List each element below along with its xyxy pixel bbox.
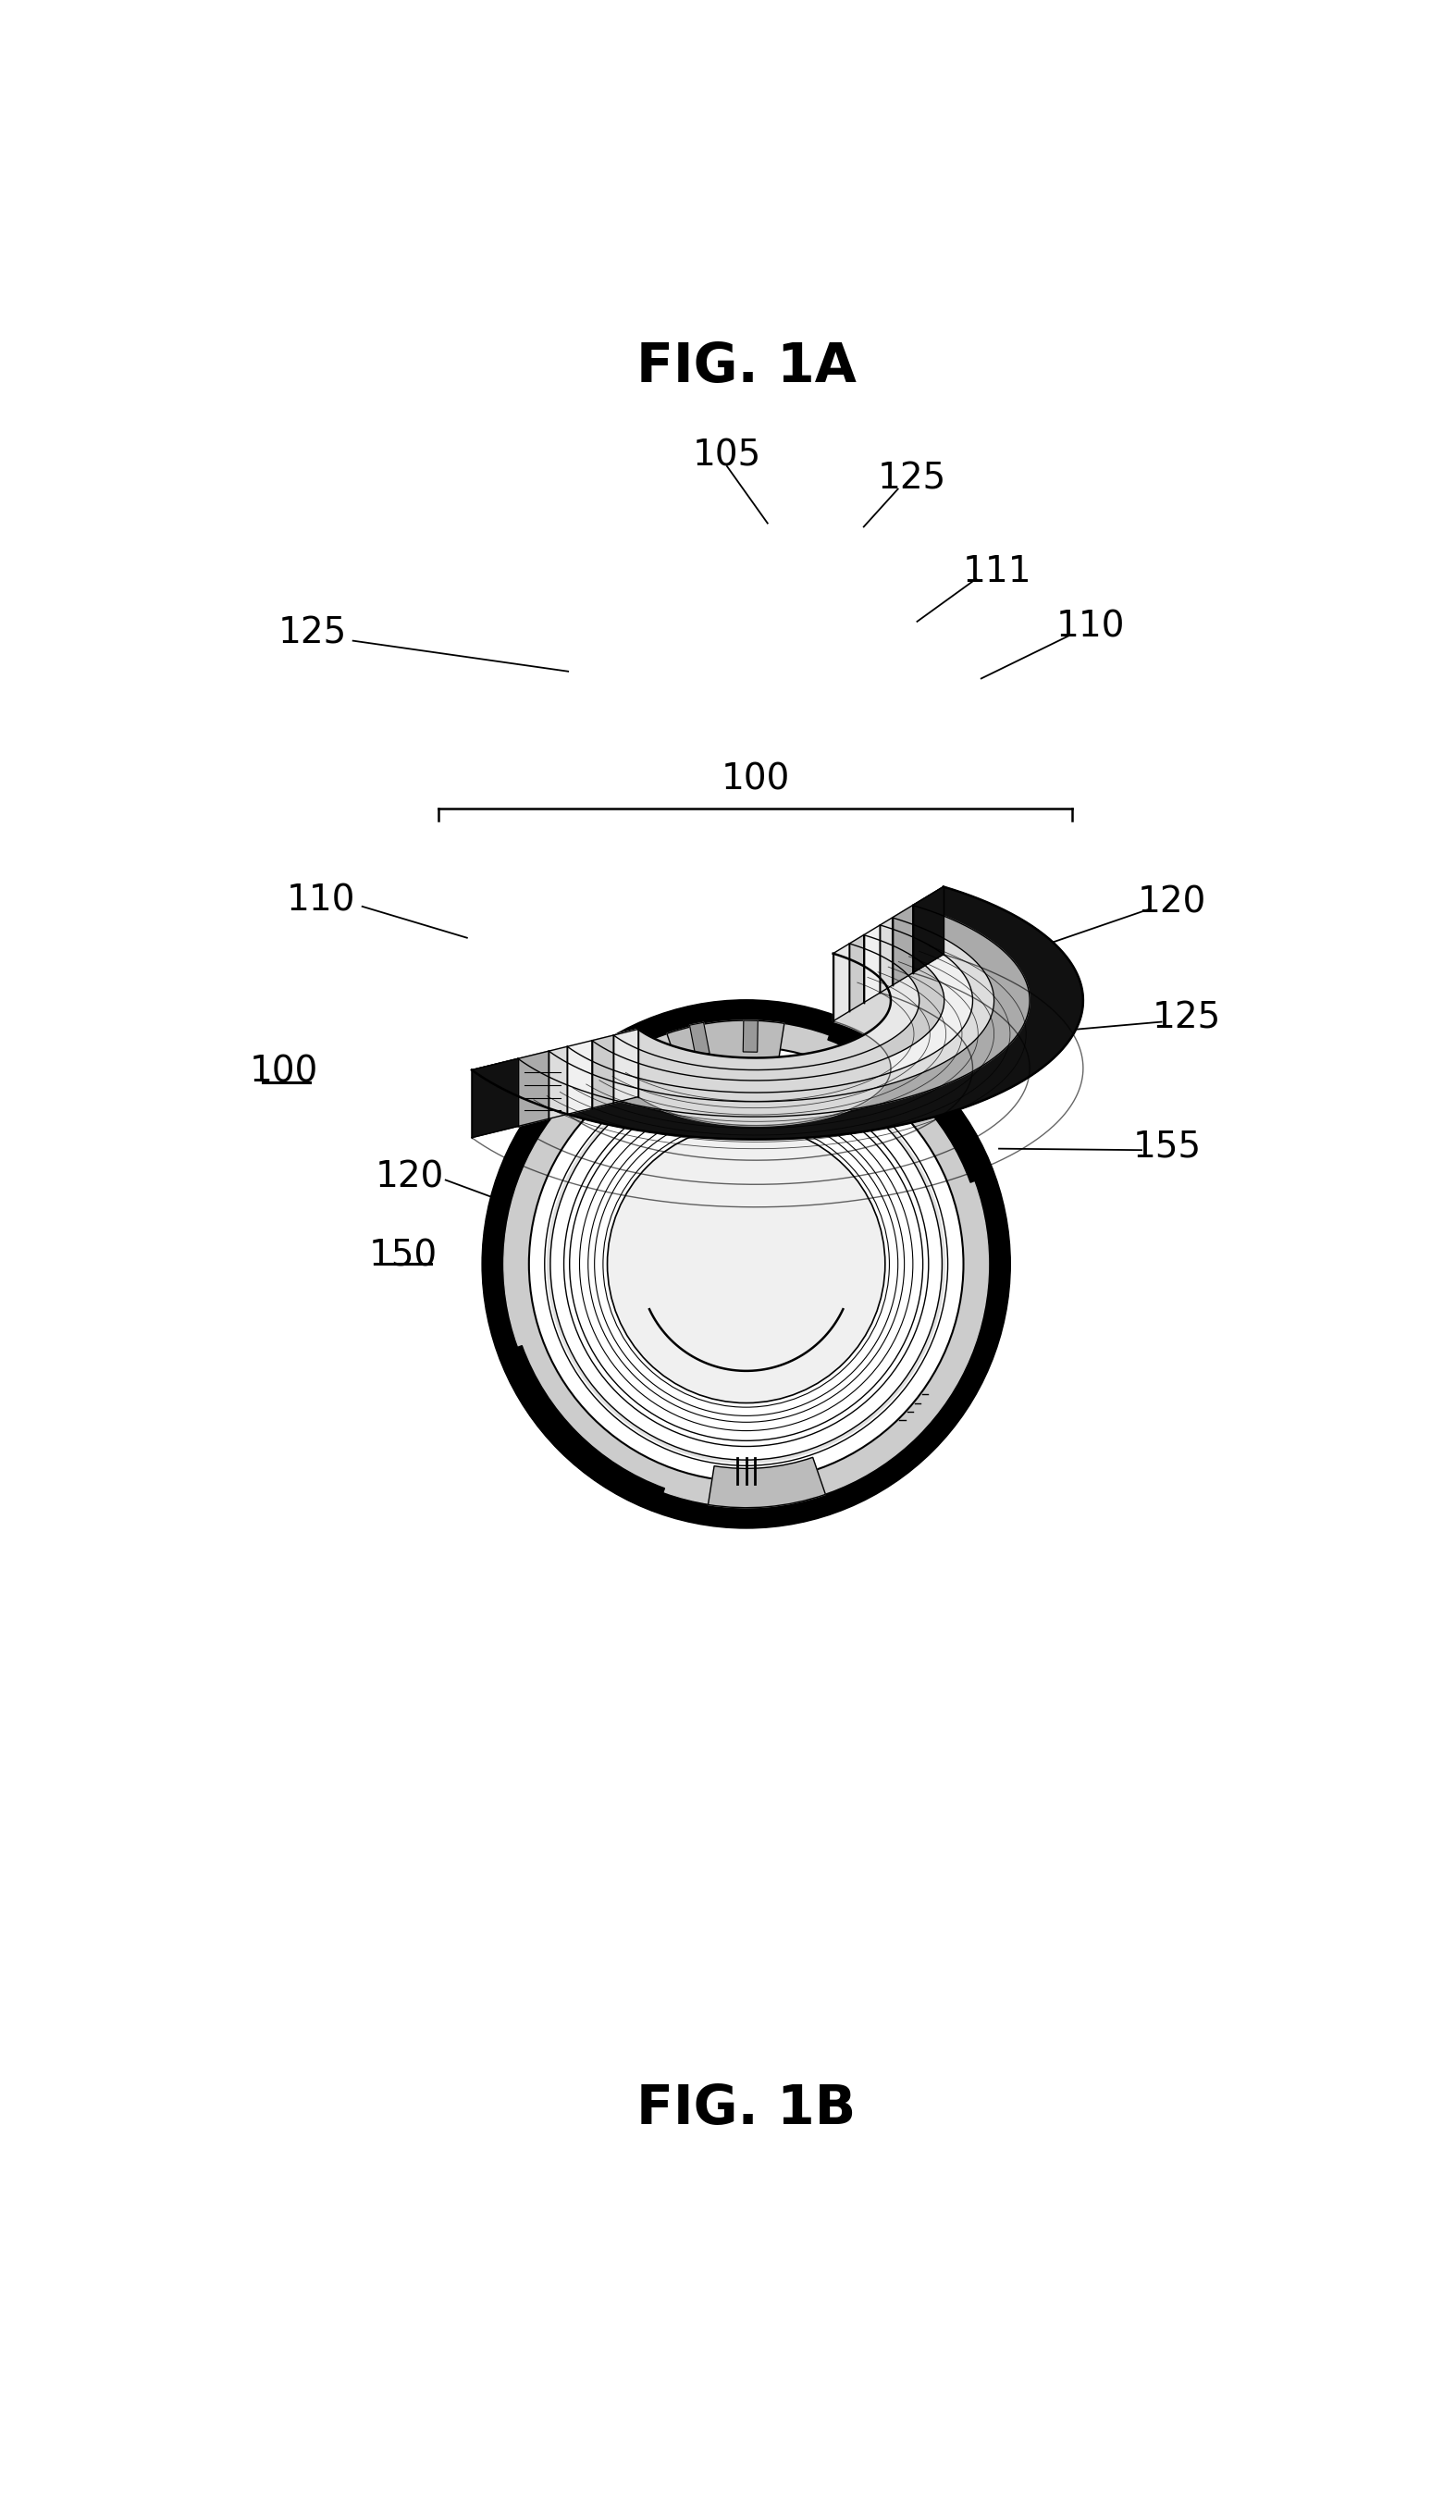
Polygon shape <box>518 1051 549 1126</box>
Text: 110: 110 <box>1056 610 1124 645</box>
Text: 114: 114 <box>1013 975 1082 1011</box>
Text: 125: 125 <box>278 615 347 650</box>
Polygon shape <box>913 887 943 973</box>
Polygon shape <box>593 1036 613 1109</box>
Polygon shape <box>613 1028 638 1104</box>
Circle shape <box>504 1021 989 1507</box>
Wedge shape <box>667 1021 785 1071</box>
Polygon shape <box>568 925 973 1094</box>
Polygon shape <box>879 917 893 993</box>
Text: 111: 111 <box>629 1058 697 1094</box>
Polygon shape <box>849 935 863 1011</box>
Wedge shape <box>498 1346 664 1512</box>
Text: FIG. 1A: FIG. 1A <box>636 340 856 393</box>
Text: 120: 120 <box>376 1159 444 1194</box>
Text: 100: 100 <box>721 761 789 796</box>
Polygon shape <box>472 1058 518 1137</box>
Bar <box>690 1023 709 1056</box>
Text: FIG. 1B: FIG. 1B <box>636 2082 856 2134</box>
Circle shape <box>607 1124 885 1404</box>
Circle shape <box>529 1046 964 1482</box>
Text: 100: 100 <box>249 1053 319 1089</box>
Polygon shape <box>593 935 943 1081</box>
Text: 120: 120 <box>1137 885 1207 920</box>
Polygon shape <box>893 905 913 985</box>
Text: 110: 110 <box>287 882 355 917</box>
Text: 125: 125 <box>1152 1000 1220 1036</box>
Polygon shape <box>568 1041 593 1114</box>
Circle shape <box>547 1066 945 1462</box>
Text: 125: 125 <box>878 461 946 496</box>
Text: 155: 155 <box>1133 1129 1201 1164</box>
Polygon shape <box>833 942 849 1021</box>
Text: 150: 150 <box>368 1237 437 1273</box>
Circle shape <box>552 1068 941 1459</box>
Text: 105: 105 <box>572 1109 641 1144</box>
Circle shape <box>482 1000 1010 1527</box>
Polygon shape <box>518 905 1029 1116</box>
Bar <box>743 1021 757 1051</box>
Text: 105: 105 <box>693 438 761 474</box>
Polygon shape <box>613 942 919 1071</box>
Polygon shape <box>549 917 994 1101</box>
Polygon shape <box>863 925 879 1003</box>
Polygon shape <box>472 887 1083 1139</box>
Bar <box>690 1023 709 1056</box>
Bar <box>743 1021 757 1051</box>
Text: 111: 111 <box>962 554 1032 590</box>
Wedge shape <box>828 1016 994 1182</box>
Polygon shape <box>549 1046 568 1119</box>
Wedge shape <box>708 1457 826 1507</box>
